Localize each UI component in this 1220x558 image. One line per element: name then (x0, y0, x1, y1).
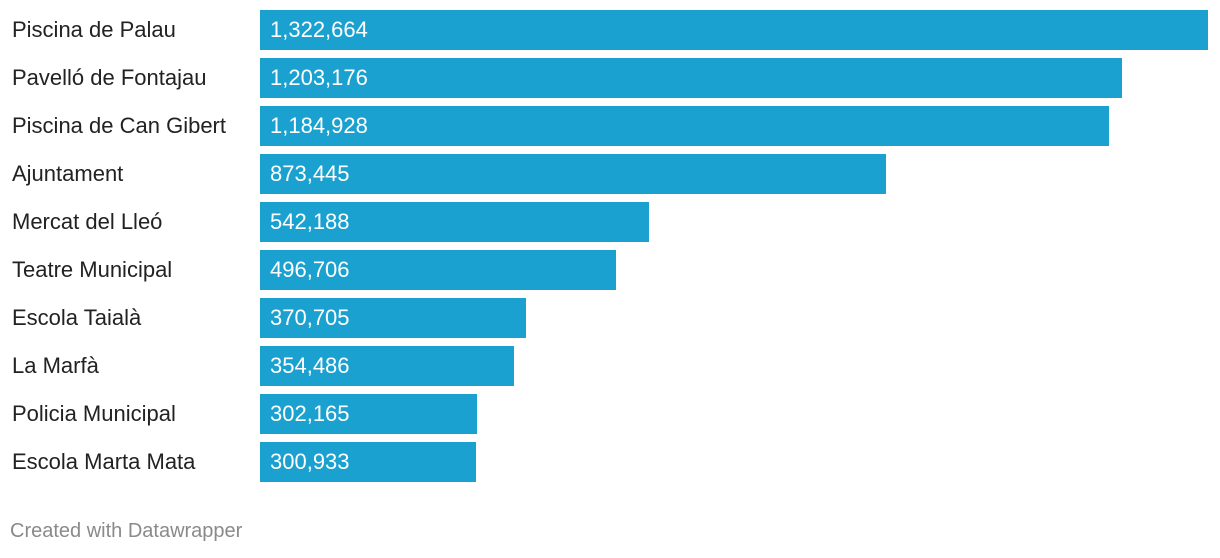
category-label: Piscina de Can Gibert (12, 113, 226, 138)
bar-row: Escola Taialà 370,705 (0, 298, 1220, 338)
bar (260, 442, 476, 482)
category-label: Escola Marta Mata (12, 449, 196, 474)
bar-value-label: 1,203,176 (270, 65, 368, 90)
bar-value-label: 1,322,664 (270, 17, 368, 42)
category-label: Escola Taialà (12, 305, 142, 330)
bar-value-label: 354,486 (270, 353, 350, 378)
category-label: Pavelló de Fontajau (12, 65, 207, 90)
bar-value-label: 300,933 (270, 449, 350, 474)
bar-row: Teatre Municipal 496,706 (0, 250, 1220, 290)
category-label: Policia Municipal (12, 401, 176, 426)
bar-value-label: 370,705 (270, 305, 350, 330)
bar (260, 202, 649, 242)
bar (260, 298, 526, 338)
category-label: La Marfà (12, 353, 99, 378)
bar-row: Policia Municipal 302,165 (0, 394, 1220, 434)
category-label: Ajuntament (12, 161, 124, 186)
datawrapper-credit: Created with Datawrapper (10, 520, 243, 542)
bar-row: Piscina de Palau 1,322,664 (0, 10, 1220, 50)
bar-chart: Piscina de Palau 1,322,664 Pavelló de Font… (0, 10, 1220, 482)
bar-value-label: 496,706 (270, 257, 350, 282)
bar-row: Mercat del Lleó 542,188 (0, 202, 1220, 242)
category-label: Piscina de Palau (12, 17, 176, 42)
bar (260, 394, 477, 434)
bar-value-label: 302,165 (270, 401, 350, 426)
bar (260, 250, 616, 290)
bar-value-label: 873,445 (270, 161, 350, 186)
bar-row: Pavelló de Fontajau 1,203,176 (0, 58, 1220, 98)
bar-row: Escola Marta Mata 300,933 (0, 442, 1220, 482)
bar-row: Piscina de Can Gibert 1,184,928 (0, 106, 1220, 146)
category-label: Teatre Municipal (12, 257, 173, 282)
bar (260, 10, 1208, 50)
bar (260, 58, 1122, 98)
bar-row: La Marfà 354,486 (0, 346, 1220, 386)
bar-row: Ajuntament 873,445 (0, 154, 1220, 194)
bar-value-label: 1,184,928 (270, 113, 368, 138)
category-label: Mercat del Lleó (12, 209, 163, 234)
bar (260, 106, 1109, 146)
bar (260, 154, 886, 194)
bar-value-label: 542,188 (270, 209, 350, 234)
bar (260, 346, 514, 386)
